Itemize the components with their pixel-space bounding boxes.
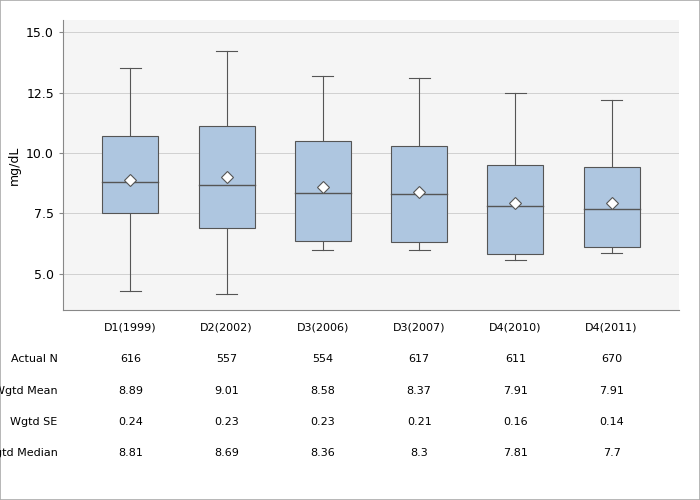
Text: 8.81: 8.81 xyxy=(118,448,143,458)
Text: D4(2010): D4(2010) xyxy=(489,322,542,332)
Text: Wgtd Median: Wgtd Median xyxy=(0,448,57,458)
Text: Wgtd Mean: Wgtd Mean xyxy=(0,386,57,396)
Text: 554: 554 xyxy=(312,354,333,364)
Text: 8.36: 8.36 xyxy=(311,448,335,458)
Text: 7.91: 7.91 xyxy=(599,386,624,396)
Text: 670: 670 xyxy=(601,354,622,364)
Y-axis label: mg/dL: mg/dL xyxy=(8,146,20,184)
Text: D2(2002): D2(2002) xyxy=(200,322,253,332)
Text: 0.23: 0.23 xyxy=(311,417,335,427)
Text: 8.58: 8.58 xyxy=(310,386,335,396)
Bar xyxy=(295,141,351,241)
Text: D3(2006): D3(2006) xyxy=(297,322,349,332)
Text: 611: 611 xyxy=(505,354,526,364)
Text: 616: 616 xyxy=(120,354,141,364)
Text: D1(1999): D1(1999) xyxy=(104,322,157,332)
Text: D3(2007): D3(2007) xyxy=(393,322,445,332)
Text: 8.37: 8.37 xyxy=(407,386,432,396)
Bar xyxy=(199,126,255,228)
Text: 7.81: 7.81 xyxy=(503,448,528,458)
Text: D4(2011): D4(2011) xyxy=(585,322,638,332)
Text: 0.16: 0.16 xyxy=(503,417,528,427)
Text: Wgtd SE: Wgtd SE xyxy=(10,417,57,427)
Bar xyxy=(102,136,158,214)
Text: Actual N: Actual N xyxy=(10,354,57,364)
Text: 8.69: 8.69 xyxy=(214,448,239,458)
Text: 0.21: 0.21 xyxy=(407,417,431,427)
Text: 0.14: 0.14 xyxy=(599,417,624,427)
Bar xyxy=(487,165,543,254)
Text: 0.23: 0.23 xyxy=(214,417,239,427)
Text: 7.7: 7.7 xyxy=(603,448,621,458)
Text: 7.91: 7.91 xyxy=(503,386,528,396)
Text: 8.3: 8.3 xyxy=(410,448,428,458)
Text: 0.24: 0.24 xyxy=(118,417,143,427)
Bar xyxy=(584,168,640,247)
Text: 617: 617 xyxy=(409,354,430,364)
Bar xyxy=(391,146,447,242)
Text: 557: 557 xyxy=(216,354,237,364)
Text: 8.89: 8.89 xyxy=(118,386,143,396)
Text: 9.01: 9.01 xyxy=(214,386,239,396)
